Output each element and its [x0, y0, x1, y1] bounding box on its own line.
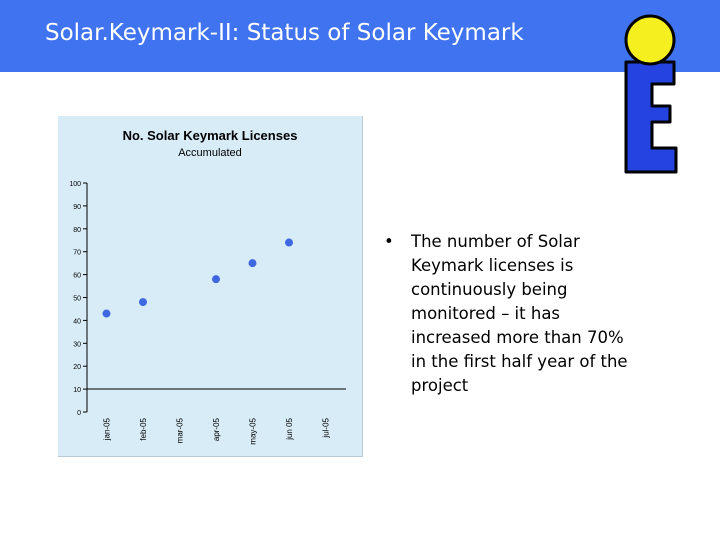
y-tick-label: 50: [73, 296, 81, 303]
data-point: [102, 309, 111, 318]
y-tick-label: 20: [73, 364, 81, 371]
x-tick-label: apr-05: [212, 417, 221, 441]
x-tick-label: may-05: [249, 417, 258, 444]
y-tick-label: 100: [69, 181, 81, 188]
data-point: [139, 298, 147, 307]
y-tick-label: 30: [73, 341, 81, 348]
y-tick-label: 10: [73, 387, 81, 394]
x-tick-label: mar-05: [176, 417, 185, 443]
x-tick-label: jan-05: [103, 417, 112, 441]
data-point: [285, 238, 293, 247]
chart-title: No. Solar Keymark Licenses: [123, 128, 298, 143]
x-tick-label: jul-05: [322, 417, 331, 438]
y-tick-label: 80: [73, 227, 81, 234]
y-tick-label: 60: [73, 273, 81, 280]
y-tick-label: 40: [73, 318, 81, 325]
bullet-text: The number of Solar Keymark licenses is …: [411, 232, 628, 395]
bullet-marker: •: [384, 232, 394, 251]
chart-panel: No. Solar Keymark Licenses Accumulated 0…: [58, 116, 363, 457]
data-point: [248, 259, 257, 268]
x-tick-label: jun 05: [285, 417, 294, 440]
chart-subtitle: Accumulated: [178, 147, 242, 159]
solar-keymark-logo-icon: [624, 14, 678, 174]
licenses-chart: No. Solar Keymark Licenses Accumulated 0…: [69, 128, 346, 445]
slide-title: Solar.Keymark-II: Status of Solar Keymar…: [45, 20, 524, 46]
y-tick-label: 70: [73, 250, 81, 257]
data-point: [212, 275, 220, 284]
y-tick-label: 0: [77, 410, 81, 417]
x-tick-label: feb-05: [139, 417, 148, 440]
y-tick-label: 90: [73, 204, 81, 211]
title-bar: Solar.Keymark-II: Status of Solar Keymar…: [0, 0, 720, 72]
